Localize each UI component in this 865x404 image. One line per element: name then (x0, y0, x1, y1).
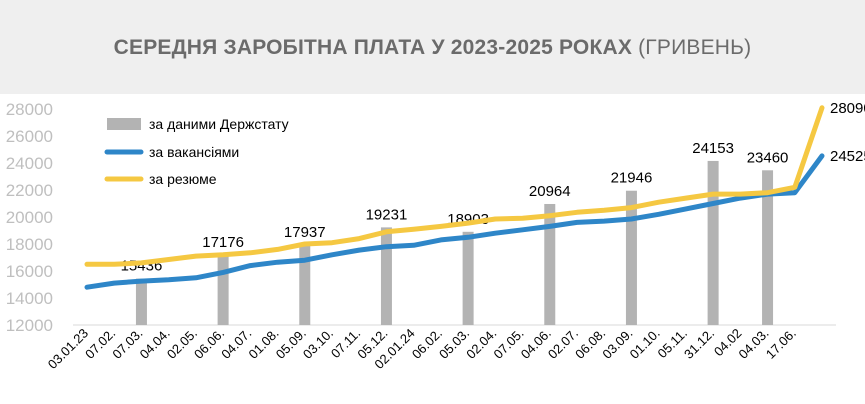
x-tick-label: 06.02. (409, 326, 445, 362)
x-tick-label: 02.04. (463, 326, 499, 362)
series-line-vacancies (84, 153, 825, 290)
series-line-resume (84, 105, 825, 267)
bar (707, 160, 719, 325)
y-tick-label: 14000 (6, 289, 53, 308)
y-tick-label: 16000 (6, 262, 53, 281)
x-tick-label: 07.02. (82, 326, 118, 362)
bar-value-label: 24153 (692, 140, 734, 157)
x-tick-label: 02.05. (164, 326, 200, 362)
x-tick-label: 03.09. (599, 326, 635, 362)
legend-vacancies-label: за вакансіями (149, 144, 239, 160)
x-tick-label: 02.07. (545, 326, 581, 362)
y-tick-label: 28000 (6, 100, 53, 119)
y-tick-label: 12000 (6, 316, 53, 335)
bar (462, 231, 474, 325)
y-tick-label: 26000 (6, 127, 53, 146)
bar (217, 255, 229, 325)
legend-bars-label: за даними Держстату (149, 116, 289, 132)
x-tick-label: 31.12. (681, 326, 717, 362)
series-end-label-vacancies: 24525 (830, 148, 865, 165)
x-tick-label: 04.03. (736, 326, 772, 362)
y-tick-label: 18000 (6, 235, 53, 254)
x-tick-label: 01.10. (627, 326, 663, 362)
bar-value-label: 17937 (284, 224, 326, 241)
x-tick-label: 06.06. (191, 326, 227, 362)
bar-value-label: 21946 (611, 170, 653, 187)
bar (625, 190, 637, 325)
x-tick-label: 04.07. (218, 326, 254, 362)
title-band (0, 0, 865, 94)
chart-title: СЕРЕДНЯ ЗАРОБІТНА ПЛАТА У 2023-2025 РОКА… (0, 36, 865, 60)
y-tick-label: 24000 (6, 154, 53, 173)
x-tick-label: 06.08. (572, 326, 608, 362)
x-tick-label: 07.05. (491, 326, 527, 362)
y-tick-label: 22000 (6, 181, 53, 200)
x-tick-label: 05.03. (436, 326, 472, 362)
chart-title-unit: (ГРИВЕНЬ) (638, 36, 752, 59)
x-tick-label: 01.08. (246, 326, 282, 362)
bar-value-label: 19231 (366, 206, 408, 223)
x-tick-label: 07.03. (109, 326, 145, 362)
bar (380, 227, 392, 325)
bar (299, 244, 311, 325)
chart-title-main: СЕРЕДНЯ ЗАРОБІТНА ПЛАТА У 2023-2025 РОКА… (113, 36, 633, 59)
bar (544, 203, 556, 325)
legend-resume-label: за резюме (149, 171, 217, 187)
bar-value-label: 17176 (202, 234, 244, 251)
bar-value-label: 23460 (747, 149, 789, 166)
bar (135, 278, 147, 325)
bar (762, 170, 774, 325)
x-tick-label: 04.06. (518, 326, 554, 362)
y-tick-label: 20000 (6, 208, 53, 227)
x-tick-label: 05.09. (273, 326, 309, 362)
series-end-label-resume: 28090 (830, 100, 865, 117)
x-tick-label: 17.06. (763, 326, 799, 362)
x-tick-label: 03.10. (300, 326, 336, 362)
x-tick-label: 04.04. (137, 326, 173, 362)
bar-value-label: 20964 (529, 183, 571, 200)
